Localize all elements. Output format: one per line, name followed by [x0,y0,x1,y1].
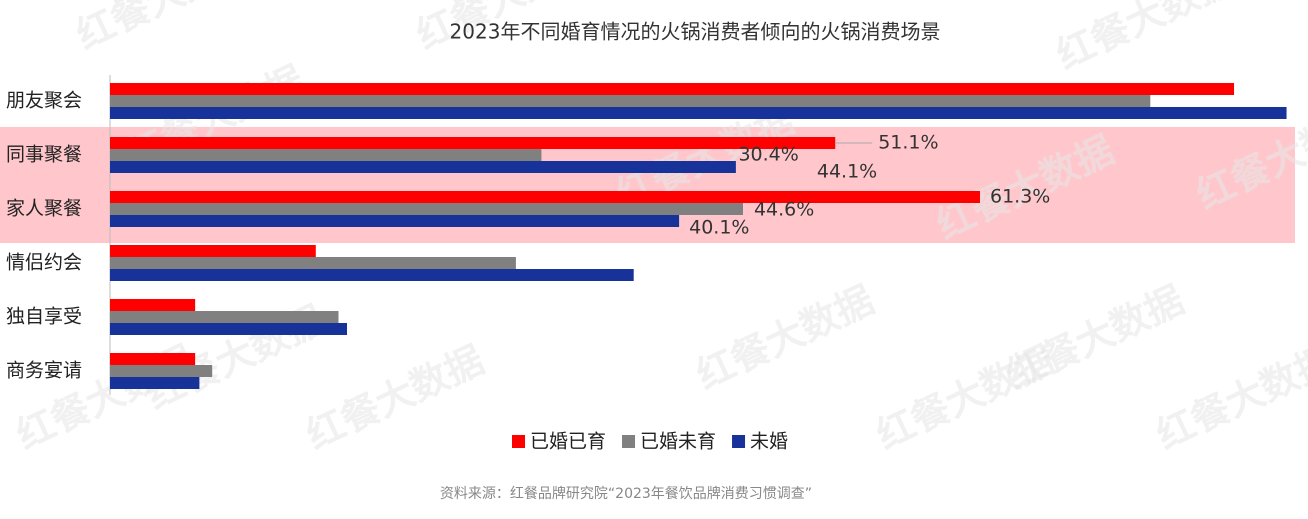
data-label: 44.6% [754,199,814,221]
y-tick-label: 朋友聚会 [6,90,82,112]
bar [110,161,736,173]
data-label: 40.1% [689,217,749,239]
data-label: 61.3% [990,186,1050,208]
bar [110,257,516,269]
source-note: 资料来源：红餐品牌研究院“2023年餐饮品牌消费习惯调查” [440,485,812,502]
watermark: 红餐大数据 [1000,277,1191,397]
legend-swatch [732,435,746,448]
legend-label: 已婚未育 [640,431,716,453]
bar [110,323,348,335]
y-tick-label: 独自享受 [6,306,82,328]
bar [110,95,1151,107]
bar [110,353,196,365]
bar [110,299,196,311]
bar [110,191,980,203]
watermark: 红餐大数据 [1150,337,1308,457]
bar [110,365,213,377]
y-tick-label: 同事聚餐 [6,144,82,166]
bar [110,107,1287,119]
y-tick-label: 情侣约会 [6,252,82,274]
bar [110,215,680,227]
legend-swatch [512,435,525,448]
watermark: 红餐大数据 [1050,0,1241,78]
bar [110,137,836,149]
bar [110,311,339,323]
chart-title: 2023年不同婚育情况的火锅消费者倾向的火锅消费场景 [450,20,941,44]
legend-label: 未婚 [750,431,788,453]
bar [110,245,316,257]
watermark: 红餐大数据 [300,337,491,457]
y-tick-label: 家人聚餐 [6,198,82,220]
data-label: 30.4% [738,144,798,166]
legend-swatch [622,435,636,448]
bar [110,269,634,281]
y-tick-label: 商务宴请 [6,359,82,382]
bar [110,149,542,161]
data-label: 51.1% [878,132,938,154]
bar [110,83,1235,95]
bar [110,203,743,215]
legend-label: 已婚已育 [530,431,606,453]
data-label: 44.1% [817,161,877,183]
watermark: 红餐大数据 [70,0,261,58]
bar [110,377,200,389]
watermark: 红餐大数据 [690,277,881,397]
